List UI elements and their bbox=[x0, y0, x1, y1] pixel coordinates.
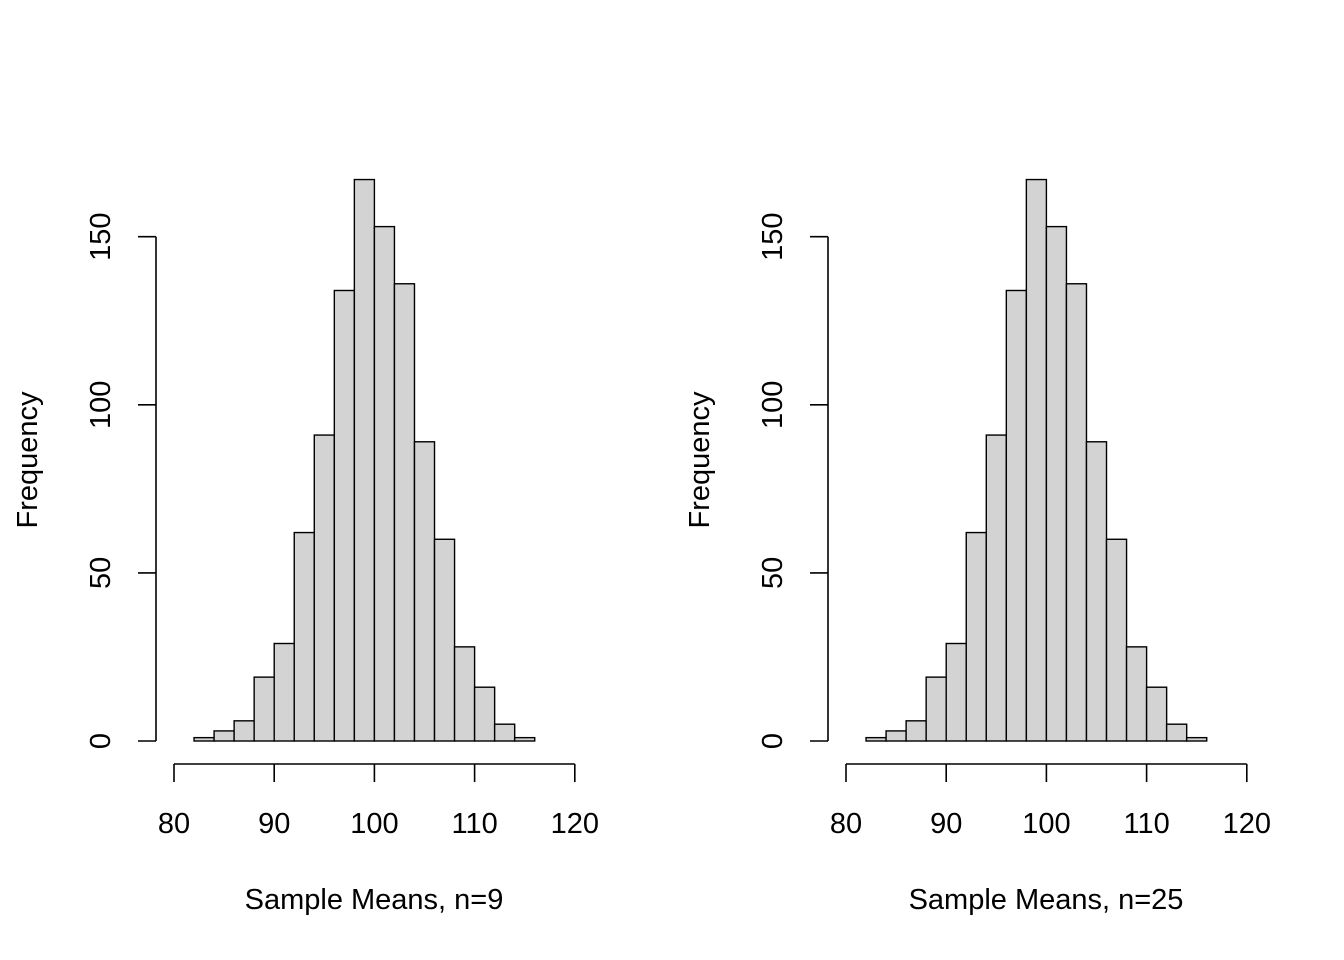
histogram-bar bbox=[513, 736, 536, 742]
y-tick-label: 150 bbox=[85, 213, 117, 261]
histogram-bar bbox=[253, 676, 275, 742]
x-tick-label: 80 bbox=[830, 808, 862, 840]
y-axis-title: Frequency bbox=[684, 391, 716, 529]
histogram-bar bbox=[1105, 538, 1128, 742]
histogram-bar bbox=[473, 686, 496, 742]
x-tick-label: 90 bbox=[930, 808, 962, 840]
y-tick-label: 0 bbox=[757, 733, 789, 749]
histogram-bar bbox=[433, 538, 456, 742]
histogram-bar bbox=[1045, 225, 1068, 742]
histogram-panel-2: 0 50 100 150 80 90 100 110 120 Sample Means, n=25… bbox=[684, 178, 1271, 916]
y-tick-label: 100 bbox=[757, 381, 789, 429]
histogram-bar bbox=[1005, 289, 1028, 742]
histogram-bar bbox=[193, 736, 215, 742]
y-tick-label: 0 bbox=[85, 733, 117, 749]
histogram-bar bbox=[373, 225, 396, 742]
histogram-bar bbox=[945, 642, 967, 742]
x-tick-label: 110 bbox=[451, 808, 497, 840]
histogram-bar bbox=[313, 434, 336, 742]
histogram-bar bbox=[985, 434, 1008, 742]
x-tick-label: 80 bbox=[158, 808, 190, 840]
x-tick-label: 100 bbox=[1022, 808, 1070, 840]
histogram-bar bbox=[905, 720, 927, 742]
histogram-bar bbox=[353, 178, 376, 742]
histogram-bar bbox=[393, 283, 416, 742]
histogram-bar bbox=[965, 531, 987, 742]
x-axis-title: Sample Means, n=25 bbox=[909, 884, 1184, 916]
histogram-bar bbox=[333, 289, 356, 742]
x-tick-label: 120 bbox=[551, 808, 599, 840]
y-axis-title: Frequency bbox=[12, 391, 44, 529]
histogram-bar bbox=[865, 736, 887, 742]
histogram-bar bbox=[413, 441, 436, 742]
y-tick-label: 100 bbox=[85, 381, 117, 429]
x-tick-label: 110 bbox=[1123, 808, 1169, 840]
histogram-bar bbox=[885, 730, 907, 742]
y-tick-label: 50 bbox=[85, 557, 117, 589]
histogram-bar bbox=[1065, 283, 1088, 742]
histogram-bar bbox=[1145, 686, 1168, 742]
histogram-bar bbox=[1025, 178, 1048, 742]
histogram-bar bbox=[453, 646, 476, 742]
histogram-bar bbox=[1165, 723, 1188, 742]
histogram-bar bbox=[1085, 441, 1108, 742]
histogram-panel-1: 0 50 100 150 80 90 100 110 120 Sample Means, n=9 F… bbox=[12, 178, 599, 916]
x-tick-label: 120 bbox=[1223, 808, 1271, 840]
y-tick-label: 150 bbox=[757, 213, 789, 261]
histogram-bar bbox=[293, 531, 315, 742]
x-tick-label: 100 bbox=[350, 808, 398, 840]
histogram-bar bbox=[493, 723, 516, 742]
histogram-bar bbox=[925, 676, 947, 742]
x-axis-title: Sample Means, n=9 bbox=[245, 884, 504, 916]
histogram-bar bbox=[1125, 646, 1148, 742]
histogram-bar bbox=[273, 642, 295, 742]
histogram-bar bbox=[233, 720, 255, 742]
histogram-bar bbox=[1185, 736, 1208, 742]
x-tick-label: 90 bbox=[258, 808, 290, 840]
histogram-bar bbox=[213, 730, 235, 742]
y-tick-label: 50 bbox=[757, 557, 789, 589]
